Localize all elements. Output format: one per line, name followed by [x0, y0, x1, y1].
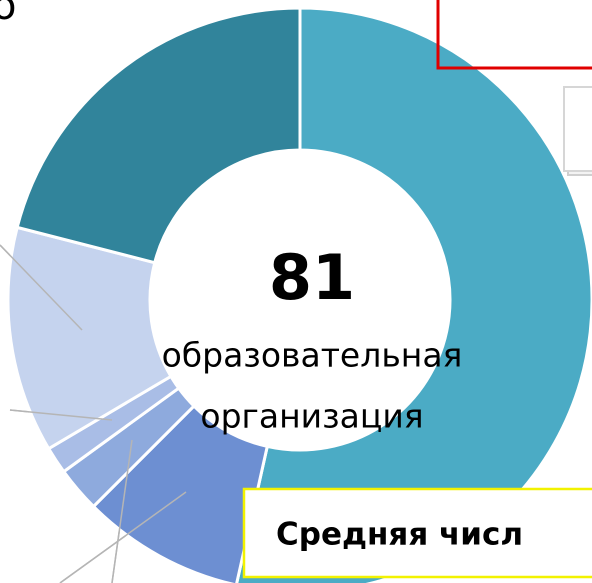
leader-line [0, 244, 83, 331]
yellow-box [242, 487, 592, 579]
leader-line [9, 409, 113, 421]
wedge [15, 6, 302, 265]
center-label: организация [200, 397, 423, 436]
wedge [235, 6, 592, 583]
center-label: образовательная [162, 336, 463, 375]
wedge [6, 225, 173, 451]
cropped-text: о [0, 0, 16, 29]
leader-line [111, 439, 133, 583]
center-value: 81 [269, 241, 355, 314]
donut [6, 6, 592, 583]
side-box [563, 86, 592, 172]
annotation: Средняя числ [276, 517, 523, 553]
red-box [436, 0, 592, 70]
leader-lines-front [0, 244, 187, 583]
leader-line [59, 491, 187, 583]
